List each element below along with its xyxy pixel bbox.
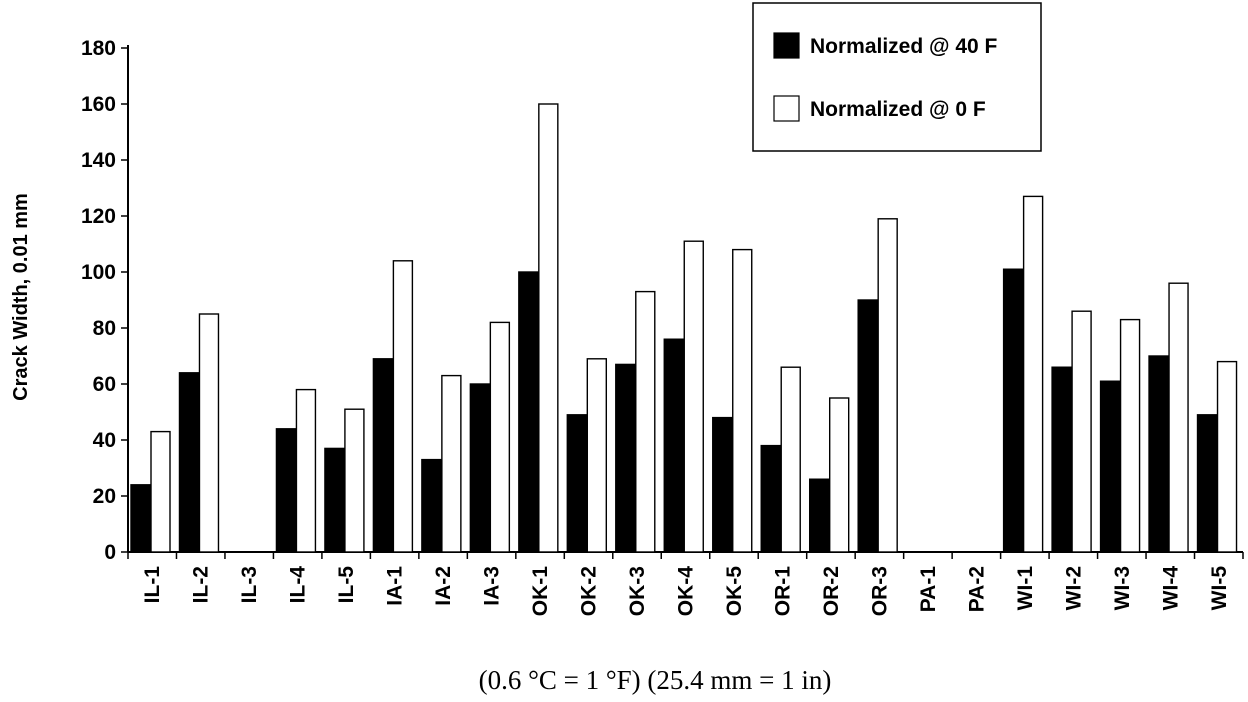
y-tick-label: 160 <box>81 93 116 116</box>
x-tick-label: PA-1 <box>917 566 940 613</box>
bar-normalized-40f <box>1148 355 1169 553</box>
y-tick-label: 180 <box>81 37 116 60</box>
y-axis-title: Crack Width, 0.01 mm <box>10 193 32 401</box>
bar-normalized-0f <box>489 321 511 553</box>
x-tick-label: IL-1 <box>141 566 164 604</box>
y-tick-label: 40 <box>93 429 116 452</box>
x-tick-label: OK-3 <box>626 566 649 616</box>
bar-normalized-40f <box>421 458 442 553</box>
bar-normalized-40f <box>275 428 297 553</box>
x-tick-label: OR-1 <box>771 566 794 616</box>
bar-normalized-40f <box>712 416 733 553</box>
x-tick-label: WI-2 <box>1062 566 1085 610</box>
x-tick-label: IL-2 <box>190 566 213 603</box>
x-tick-label: IA-1 <box>384 566 407 606</box>
bars <box>130 103 1238 553</box>
bar-normalized-40f <box>1196 414 1218 553</box>
x-tick-label: IA-2 <box>432 566 455 606</box>
legend-label-0f: Normalized @ 0 F <box>810 98 986 121</box>
y-tick-label: 140 <box>81 149 116 172</box>
y-tick-label: 80 <box>93 317 116 340</box>
x-tick-label: IL-5 <box>335 566 358 604</box>
bar-normalized-40f <box>178 372 200 553</box>
bar-normalized-40f <box>469 383 491 553</box>
bar-normalized-0f <box>780 366 801 553</box>
legend-box <box>752 2 1042 152</box>
bar-normalized-0f <box>828 397 850 553</box>
bar-normalized-40f <box>566 414 588 553</box>
bar-normalized-40f <box>1051 366 1072 553</box>
x-tick-label: WI-3 <box>1111 566 1134 610</box>
x-tick-label: WI-4 <box>1159 566 1182 611</box>
x-tick-label: IA-3 <box>481 566 504 606</box>
x-tick-label: IL-3 <box>238 566 261 603</box>
bar-normalized-0f <box>683 240 704 553</box>
bar-normalized-0f <box>295 388 317 553</box>
x-tick-label: OR-2 <box>820 566 843 616</box>
x-axis-ticks: IL-1 IL-2 IL-3 IL-4 IL-5 IA-1 IA-2 IA-3 OK-1 OK-2… <box>127 552 1244 616</box>
bar-normalized-40f <box>130 484 151 553</box>
bar-normalized-40f <box>1099 380 1121 553</box>
x-tick-label: OK-2 <box>578 566 601 616</box>
bar-normalized-0f <box>538 103 559 553</box>
x-tick-label: OK-5 <box>723 566 746 616</box>
y-tick-label: 120 <box>81 205 116 228</box>
bar-normalized-40f <box>518 271 539 553</box>
bar-normalized-0f <box>1216 360 1238 553</box>
bar-normalized-0f <box>1071 310 1092 553</box>
bar-normalized-0f <box>732 248 753 553</box>
legend: Normalized @ 40 F Normalized @ 0 F <box>752 2 1042 152</box>
y-tick-label: 0 <box>104 541 116 564</box>
bar-normalized-0f <box>1119 318 1141 553</box>
x-axis-caption: (0.6 °C = 1 °F) (25.4 mm = 1 in) <box>479 665 832 695</box>
bar-normalized-40f <box>808 478 830 553</box>
bar-normalized-40f <box>372 358 394 553</box>
bar-normalized-40f <box>663 338 684 553</box>
x-tick-label: WI-1 <box>1014 566 1037 611</box>
bar-normalized-0f <box>392 260 414 553</box>
bar-normalized-0f <box>1022 195 1044 553</box>
bar-normalized-40f <box>615 363 636 553</box>
x-tick-label: OK-4 <box>675 566 698 616</box>
bar-normalized-0f <box>877 218 898 553</box>
bar-normalized-0f <box>441 374 462 553</box>
bar-normalized-40f <box>1002 268 1024 553</box>
bar-normalized-0f <box>635 290 656 553</box>
legend-swatch-40f <box>773 32 800 59</box>
y-axis-ticks: 0 20 40 60 80 100 120 140 160 180 <box>81 37 128 564</box>
x-tick-label: OR-3 <box>868 566 891 616</box>
bar-normalized-0f <box>1168 282 1189 553</box>
bar-normalized-0f <box>344 408 365 553</box>
bar-normalized-0f <box>586 358 608 553</box>
bar-normalized-40f <box>857 299 878 553</box>
bar-normalized-0f <box>150 430 171 553</box>
x-tick-label: WI-5 <box>1208 566 1231 611</box>
y-tick-label: 60 <box>93 373 116 396</box>
bar-normalized-0f <box>198 313 220 553</box>
bar-normalized-40f <box>324 447 345 553</box>
bar-normalized-40f <box>760 444 781 553</box>
legend-swatch-0f <box>773 95 800 122</box>
x-tick-label: PA-2 <box>965 566 988 612</box>
x-tick-label: IL-4 <box>287 566 310 604</box>
x-tick-label: OK-1 <box>529 566 552 616</box>
legend-label-40f: Normalized @ 40 F <box>810 35 998 58</box>
y-tick-label: 20 <box>93 485 116 508</box>
y-tick-label: 100 <box>81 261 116 284</box>
